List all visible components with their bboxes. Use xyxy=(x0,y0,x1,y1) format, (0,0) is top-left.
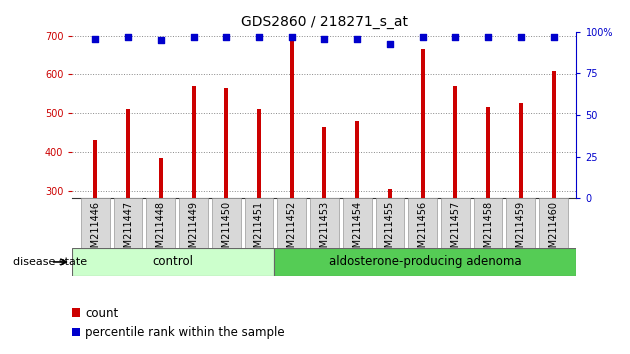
FancyBboxPatch shape xyxy=(375,198,404,248)
Text: count: count xyxy=(85,307,118,320)
Bar xyxy=(421,49,425,198)
Text: percentile rank within the sample: percentile rank within the sample xyxy=(85,326,285,339)
Bar xyxy=(192,86,195,198)
FancyBboxPatch shape xyxy=(274,248,576,276)
Bar xyxy=(257,109,261,198)
Bar xyxy=(355,121,359,198)
Point xyxy=(516,34,526,40)
Bar xyxy=(552,70,556,198)
FancyBboxPatch shape xyxy=(507,198,536,248)
Bar xyxy=(388,189,392,198)
Point xyxy=(287,34,297,40)
Text: GSM211453: GSM211453 xyxy=(319,201,329,260)
Point xyxy=(123,34,133,40)
Point xyxy=(90,36,100,41)
Text: GSM211460: GSM211460 xyxy=(549,201,559,260)
Text: disease state: disease state xyxy=(13,257,87,267)
Bar xyxy=(486,107,490,198)
FancyBboxPatch shape xyxy=(72,248,274,276)
Title: GDS2860 / 218271_s_at: GDS2860 / 218271_s_at xyxy=(241,16,408,29)
Text: GSM211446: GSM211446 xyxy=(90,201,100,260)
Text: GSM211454: GSM211454 xyxy=(352,201,362,260)
Bar xyxy=(519,103,523,198)
Bar xyxy=(159,158,163,198)
Text: GSM211458: GSM211458 xyxy=(483,201,493,260)
Text: aldosterone-producing adenoma: aldosterone-producing adenoma xyxy=(329,256,522,268)
Text: GSM211455: GSM211455 xyxy=(385,201,395,260)
Text: GSM211450: GSM211450 xyxy=(221,201,231,260)
FancyBboxPatch shape xyxy=(441,198,470,248)
FancyBboxPatch shape xyxy=(277,198,306,248)
FancyBboxPatch shape xyxy=(146,198,175,248)
Point xyxy=(156,37,166,43)
Point xyxy=(254,34,264,40)
FancyBboxPatch shape xyxy=(539,198,568,248)
FancyBboxPatch shape xyxy=(81,198,110,248)
FancyBboxPatch shape xyxy=(474,198,503,248)
FancyBboxPatch shape xyxy=(212,198,241,248)
Text: control: control xyxy=(152,256,194,268)
Text: GSM211447: GSM211447 xyxy=(123,201,133,260)
FancyBboxPatch shape xyxy=(244,198,273,248)
Point xyxy=(549,34,559,40)
Point xyxy=(221,34,231,40)
Bar xyxy=(126,109,130,198)
Point xyxy=(483,34,493,40)
Text: GSM211451: GSM211451 xyxy=(254,201,264,260)
Point xyxy=(352,36,362,41)
Text: GSM211456: GSM211456 xyxy=(418,201,428,260)
Text: GSM211448: GSM211448 xyxy=(156,201,166,260)
Text: GSM211449: GSM211449 xyxy=(188,201,198,260)
Point xyxy=(418,34,428,40)
Text: GSM211459: GSM211459 xyxy=(516,201,526,260)
FancyBboxPatch shape xyxy=(113,198,142,248)
FancyBboxPatch shape xyxy=(343,198,372,248)
Text: GSM211452: GSM211452 xyxy=(287,201,297,260)
FancyBboxPatch shape xyxy=(179,198,208,248)
Bar xyxy=(224,88,228,198)
Point xyxy=(450,34,461,40)
Text: GSM211457: GSM211457 xyxy=(450,201,461,260)
Point xyxy=(385,41,395,46)
Bar xyxy=(454,86,457,198)
FancyBboxPatch shape xyxy=(408,198,437,248)
Bar xyxy=(93,140,97,198)
Bar xyxy=(323,127,326,198)
Point xyxy=(188,34,198,40)
FancyBboxPatch shape xyxy=(310,198,339,248)
Bar xyxy=(290,40,294,198)
Point xyxy=(319,36,329,41)
